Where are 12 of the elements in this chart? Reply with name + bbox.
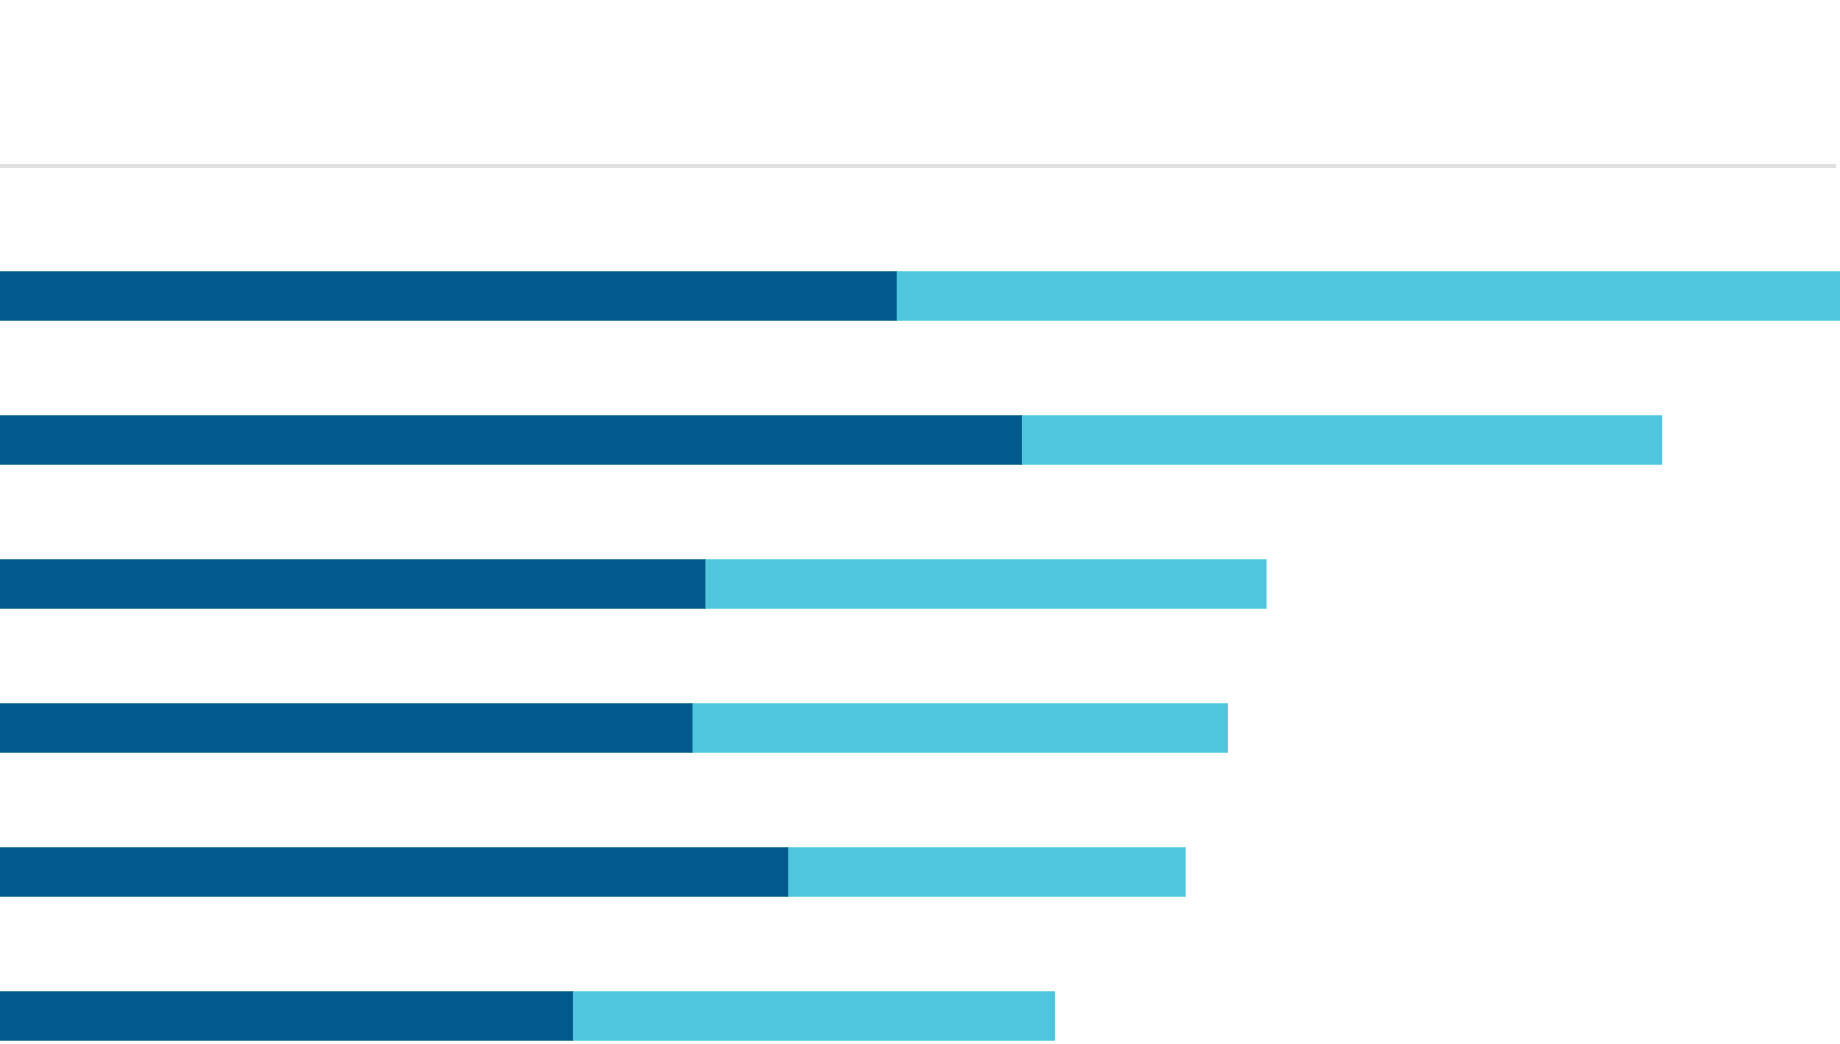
bar [0, 559, 706, 609]
bar [0, 847, 789, 897]
bar [0, 415, 1022, 465]
bar [786, 847, 1186, 897]
bar [0, 991, 573, 1041]
bar [895, 271, 1840, 321]
bar [704, 559, 1267, 609]
bar [571, 991, 1055, 1041]
bar [1020, 415, 1663, 465]
bar [691, 703, 1228, 753]
bar [0, 271, 897, 321]
bar [0, 703, 693, 753]
